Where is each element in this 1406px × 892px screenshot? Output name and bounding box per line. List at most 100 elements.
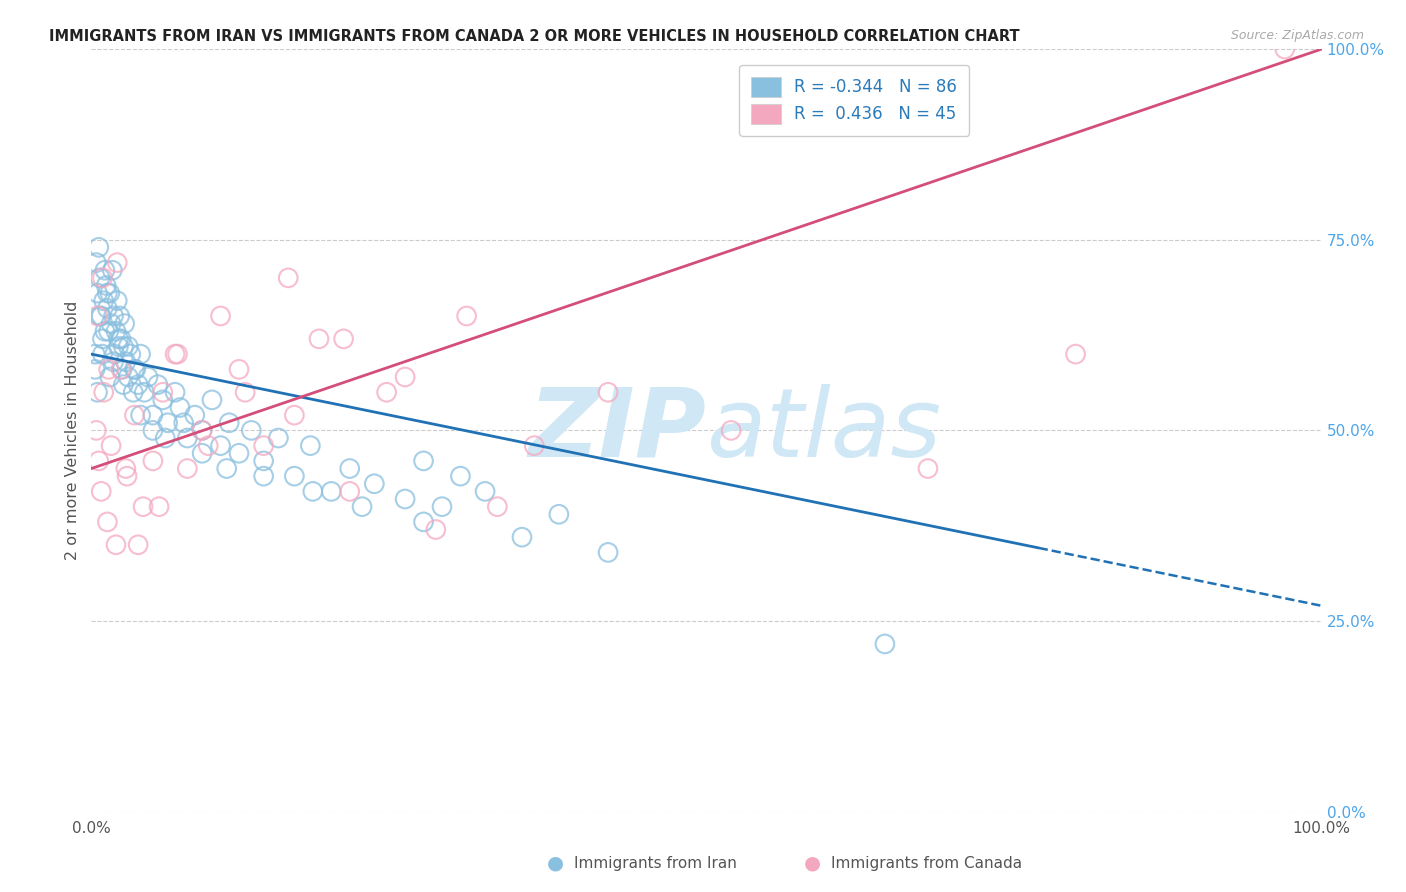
Point (146, 377, 169, 392)
Point (873, 637, 896, 651)
Point (87, 454, 110, 468)
Point (197, 439, 219, 453)
Point (105, 293, 128, 308)
Point (253, 439, 276, 453)
Text: Immigrants from Canada: Immigrants from Canada (831, 856, 1022, 871)
Point (115, 469, 138, 483)
Point (103, 355, 125, 369)
Point (308, 332, 330, 346)
Point (117, 370, 139, 384)
Point (1274, 42, 1296, 56)
Point (87, 240, 110, 254)
Point (375, 385, 398, 400)
Point (321, 484, 343, 499)
Point (486, 500, 509, 514)
Point (97, 324, 120, 338)
Point (209, 309, 232, 323)
Point (339, 461, 361, 475)
Point (201, 392, 224, 407)
Point (142, 424, 165, 438)
Point (124, 408, 146, 422)
Point (120, 347, 142, 361)
Point (191, 424, 214, 438)
Point (94, 324, 117, 338)
Point (233, 385, 256, 400)
Point (127, 377, 149, 392)
Point (412, 515, 434, 529)
Point (104, 347, 127, 361)
Point (93, 385, 115, 400)
Point (412, 454, 434, 468)
Point (166, 347, 188, 361)
Point (105, 324, 127, 338)
Point (156, 416, 179, 430)
Point (91, 271, 114, 285)
Point (253, 454, 276, 468)
Point (191, 424, 214, 438)
Point (110, 332, 132, 346)
Legend: R = -0.344   N = 86, R =  0.436   N = 45: R = -0.344 N = 86, R = 0.436 N = 45 (740, 65, 969, 136)
Point (112, 377, 135, 392)
Point (456, 309, 478, 323)
Point (84, 362, 107, 376)
Point (301, 484, 323, 499)
Point (283, 408, 305, 422)
Point (89, 271, 111, 285)
Point (96, 515, 118, 529)
Point (86, 424, 108, 438)
Point (91, 332, 114, 346)
Point (152, 392, 174, 407)
Point (267, 431, 290, 445)
Point (720, 424, 742, 438)
Point (84, 347, 107, 361)
Point (86, 385, 108, 400)
Point (127, 538, 149, 552)
Text: ZIP: ZIP (529, 384, 706, 477)
Point (277, 271, 299, 285)
Point (100, 439, 122, 453)
Point (114, 317, 136, 331)
Point (93, 293, 115, 308)
Point (430, 500, 453, 514)
Point (218, 416, 240, 430)
Point (163, 347, 186, 361)
Point (153, 431, 177, 445)
Point (90, 484, 112, 499)
Point (253, 469, 276, 483)
Point (124, 362, 146, 376)
Point (98, 286, 121, 301)
Point (352, 500, 374, 514)
Point (449, 469, 471, 483)
Point (134, 385, 156, 400)
Point (96, 278, 117, 293)
Point (240, 424, 263, 438)
Point (183, 408, 207, 422)
Point (173, 416, 195, 430)
Point (101, 263, 124, 277)
Point (228, 362, 250, 376)
Text: Source: ZipAtlas.com: Source: ZipAtlas.com (1230, 29, 1364, 42)
Point (917, 461, 939, 475)
Text: Immigrants from Iran: Immigrants from Iran (574, 856, 737, 871)
Point (169, 401, 191, 415)
Point (176, 431, 198, 445)
Point (110, 362, 132, 376)
Point (97, 362, 120, 376)
Point (394, 491, 416, 506)
Point (107, 339, 129, 353)
Point (1064, 347, 1087, 361)
Point (148, 500, 170, 514)
Point (596, 385, 619, 400)
Point (510, 530, 533, 544)
Point (112, 339, 135, 353)
Point (163, 385, 186, 400)
Point (96, 301, 118, 316)
Point (191, 446, 214, 460)
Point (89, 309, 111, 323)
Text: atlas: atlas (706, 384, 942, 477)
Point (136, 370, 159, 384)
Point (108, 309, 131, 323)
Point (523, 439, 546, 453)
Point (105, 538, 127, 552)
Point (122, 385, 145, 400)
